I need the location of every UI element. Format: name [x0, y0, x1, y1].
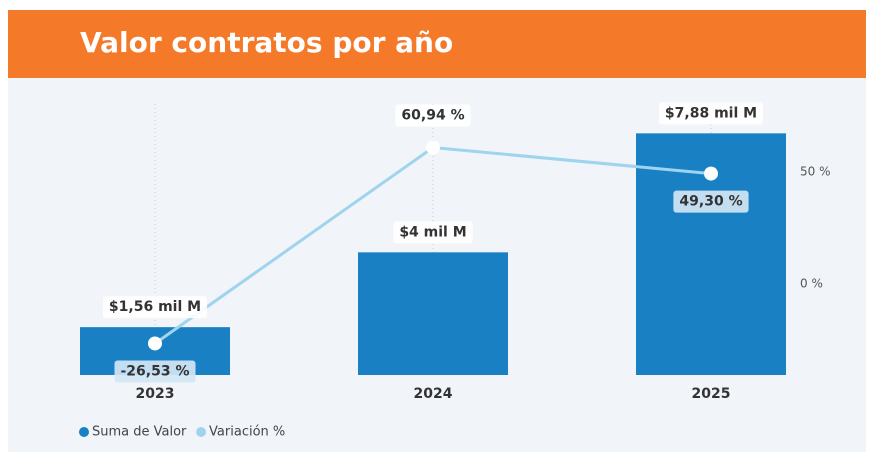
label-box: [393, 221, 473, 244]
x-tick-label: 2023: [136, 386, 175, 402]
header: [8, 10, 866, 78]
y2-tick-label: 50 %: [800, 165, 831, 179]
line-value-label: 60,94 %: [401, 108, 464, 124]
bar-value-label: $7,88 mil M: [665, 105, 757, 121]
bar: [358, 252, 508, 375]
bar-value-label: $1,56 mil M: [109, 299, 201, 315]
bar-value-label: $4 mil M: [399, 224, 466, 240]
label-box: [658, 102, 764, 125]
x-tick-label: 2025: [692, 386, 731, 402]
label-box: [673, 190, 749, 213]
label-box: [395, 104, 471, 127]
legend-swatch: [196, 427, 207, 437]
line-value-label: 49,30 %: [679, 194, 742, 210]
x-tick-label: 2024: [414, 386, 453, 402]
label-box: [102, 296, 208, 319]
line-value-label: -26,53 %: [121, 363, 190, 379]
line-point: [426, 140, 440, 155]
line-point: [148, 336, 162, 351]
legend-label: Variación %: [209, 425, 285, 440]
legend-label: Suma de Valor: [92, 425, 187, 440]
y2-tick-label: 0 %: [800, 277, 823, 291]
chart-title: Valor contratos por año: [80, 26, 453, 59]
label-box: [114, 360, 196, 383]
legend-swatch: [79, 427, 89, 437]
line-point: [704, 166, 718, 181]
